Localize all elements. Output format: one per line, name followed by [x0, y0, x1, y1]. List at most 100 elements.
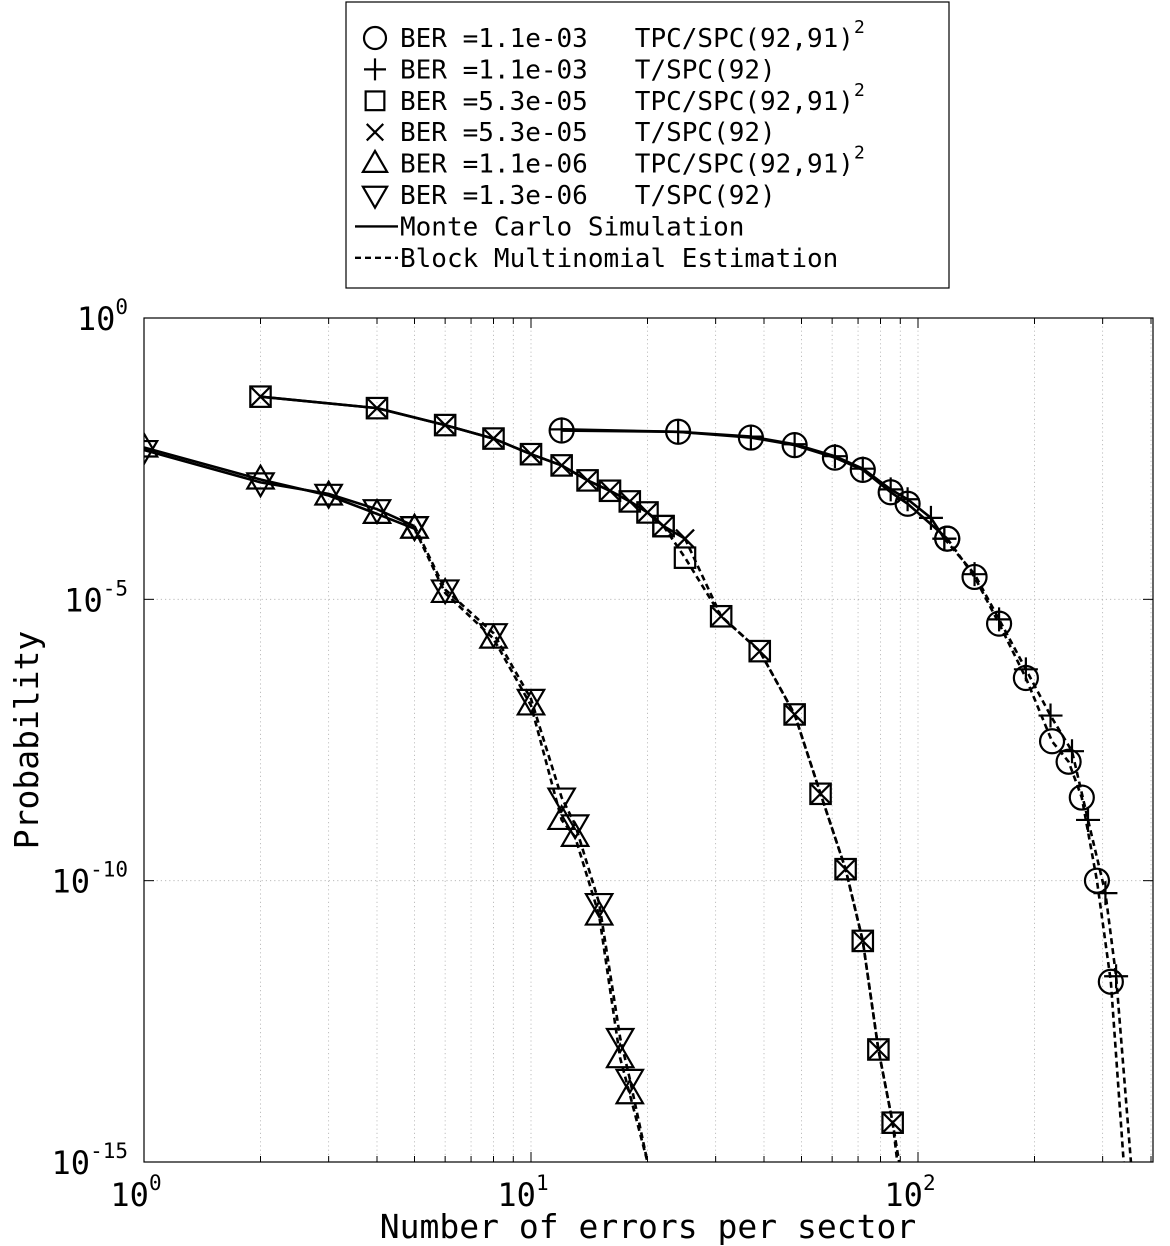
marker-square: [748, 639, 772, 663]
marker-triangle-up: [559, 820, 591, 847]
y-tick-label: 10-5: [64, 576, 128, 619]
legend-label: Monte Carlo Simulation: [400, 212, 744, 242]
marker-square: [576, 469, 599, 492]
marker-plus: [878, 477, 903, 502]
marker-x: [868, 1039, 889, 1060]
marker-plus: [850, 456, 875, 481]
marker-triangle-down: [144, 439, 160, 467]
tick-labels: 100 101 102 100 10-5 10-10 10-15: [52, 295, 936, 1214]
marker-plus: [1104, 964, 1129, 989]
marker-triangle-up: [144, 431, 160, 458]
legend-item: BER =5.3e-05 T/SPC(92): [365, 118, 776, 148]
marker-circle: [1038, 728, 1066, 755]
marker-x: [810, 784, 831, 804]
marker-triangle-up: [605, 1042, 636, 1069]
series-layer: [144, 385, 1133, 1162]
marker-plus: [1013, 657, 1038, 682]
ticks: [143, 317, 1153, 1163]
marker-circle: [362, 25, 388, 51]
x-tick-label: 100: [110, 1171, 161, 1214]
legend-label: BER =1.1e-06 TPC/SPC(92,91)2: [400, 143, 865, 180]
marker-x: [853, 931, 873, 951]
marker-x: [600, 480, 620, 501]
legend-item: BER =1.1e-03 T/SPC(92): [364, 55, 776, 85]
marker-square: [867, 1038, 890, 1061]
marker-square: [482, 427, 505, 450]
marker-plus: [987, 607, 1012, 632]
marker-x: [250, 386, 271, 407]
marker-square: [652, 514, 675, 538]
marker-x: [521, 444, 541, 464]
marker-circle: [1097, 968, 1124, 995]
marker-square: [550, 454, 573, 477]
series-line-monte-carlo: [144, 448, 416, 528]
marker-triangle-down: [361, 499, 393, 526]
marker-x: [711, 606, 731, 627]
marker-x: [435, 415, 455, 435]
legend-label: BER =1.1e-03 T/SPC(92): [400, 55, 776, 85]
marker-triangle-down: [515, 688, 547, 715]
legend-item: BER =1.1e-03 TPC/SPC(92,91)2: [362, 17, 865, 54]
marker-x: [675, 528, 695, 549]
marker-triangle-down: [605, 1027, 636, 1054]
series-line-block-multinomial: [943, 537, 1133, 1162]
marker-x: [653, 516, 674, 536]
marker-triangle-up: [614, 1078, 645, 1105]
marker-plus: [782, 432, 807, 457]
marker-triangle-down: [430, 579, 461, 606]
legend-label: BER =1.1e-03 TPC/SPC(92,91)2: [400, 17, 865, 54]
y-tick-label: 100: [77, 295, 128, 338]
series-line-block-multinomial: [946, 537, 1126, 1162]
marker-circle: [1068, 784, 1095, 811]
legend-box: [345, 1, 950, 289]
plot-area-frame: [143, 317, 1154, 1163]
marker-triangle-down: [559, 814, 591, 841]
marker-x: [365, 123, 385, 142]
marker-triangle-down: [546, 787, 577, 814]
grid: [144, 318, 1153, 1162]
x-axis-label: Number of errors per sector: [380, 1207, 916, 1246]
marker-x: [784, 704, 805, 725]
marker-x: [577, 470, 598, 491]
legend-label: BER =5.3e-05 T/SPC(92): [400, 118, 776, 148]
marker-square: [636, 501, 659, 524]
series-line-block-multinomial: [683, 538, 899, 1162]
legend-item: BER =5.3e-05 TPC/SPC(92,91)2: [364, 80, 865, 117]
y-axis-label: Probability: [7, 631, 46, 850]
marker-square: [783, 703, 806, 726]
marker-x: [367, 398, 387, 418]
marker-plus: [1076, 807, 1101, 832]
marker-triangle-up: [584, 899, 615, 926]
legend-item: BER =1.3e-06 T/SPC(92): [360, 181, 776, 211]
legend-item: Block Multinomial Estimation: [355, 244, 838, 274]
marker-triangle-up: [245, 463, 276, 490]
marker-x: [835, 859, 856, 879]
marker-plus: [962, 562, 987, 587]
series-triangle-down: [144, 439, 649, 1162]
marker-plus: [666, 419, 691, 444]
marker-triangle-down: [478, 623, 509, 650]
marker-triangle-down: [399, 516, 430, 543]
marker-triangle-down: [245, 472, 276, 499]
legend-label: BER =5.3e-05 TPC/SPC(92,91)2: [400, 80, 865, 117]
marker-triangle-down: [584, 892, 615, 920]
legend-item: Monte Carlo Simulation: [355, 212, 744, 242]
marker-square: [809, 782, 832, 806]
marker-plus: [1038, 703, 1063, 728]
marker-triangle-up: [399, 512, 430, 539]
marker-plus: [822, 444, 847, 469]
marker-square: [433, 413, 457, 437]
marker-square: [834, 857, 857, 881]
marker-square: [364, 90, 386, 112]
marker-triangle-down: [614, 1068, 645, 1095]
legend-label: Block Multinomial Estimation: [400, 244, 838, 274]
marker-plus: [549, 417, 574, 442]
marker-circle: [1055, 748, 1082, 775]
marker-plus: [932, 526, 957, 551]
x-tick-label: 102: [884, 1171, 935, 1214]
marker-square: [709, 604, 733, 628]
marker-x: [637, 502, 658, 523]
marker-plus: [918, 505, 943, 530]
